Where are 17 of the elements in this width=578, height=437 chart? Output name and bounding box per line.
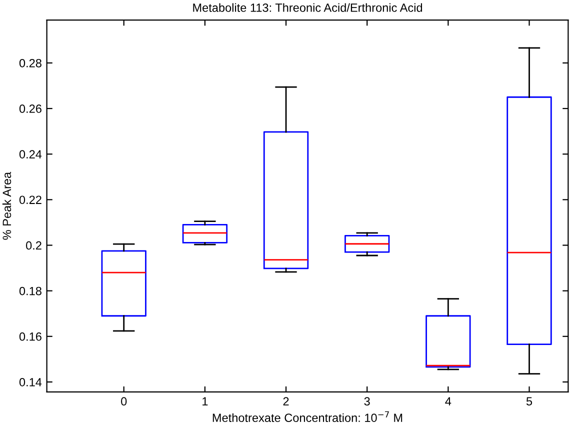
y-tick-label: 0.26: [19, 104, 42, 113]
y-tick-label: 0.24: [19, 150, 42, 158]
y-tick-label: 0.28: [19, 58, 42, 68]
x-axis-title: Methotrexate Concentration: 10$^{−7}$ M: [212, 411, 402, 422]
y-tick-label: 0.16: [19, 332, 42, 341]
x-tick-label: 3: [364, 397, 370, 406]
x-tick-label: 5: [526, 397, 532, 406]
y-tick-label: 0.18: [19, 286, 42, 296]
x-tick-label: 1: [202, 397, 208, 406]
y-tick-label: 0.22: [19, 196, 42, 204]
x-tick-label: 0: [121, 397, 127, 406]
y-axis-title: % Peak Area: [2, 172, 12, 240]
y-tick-label: 0.14: [19, 378, 42, 386]
x-tick-label: 2: [283, 397, 289, 406]
y-tick-label: 0.2: [26, 241, 42, 250]
chart-title: Metabolite 113: Threonic Acid/Erthronic Acid: [193, 3, 422, 12]
x-tick-label: 4: [445, 397, 452, 406]
